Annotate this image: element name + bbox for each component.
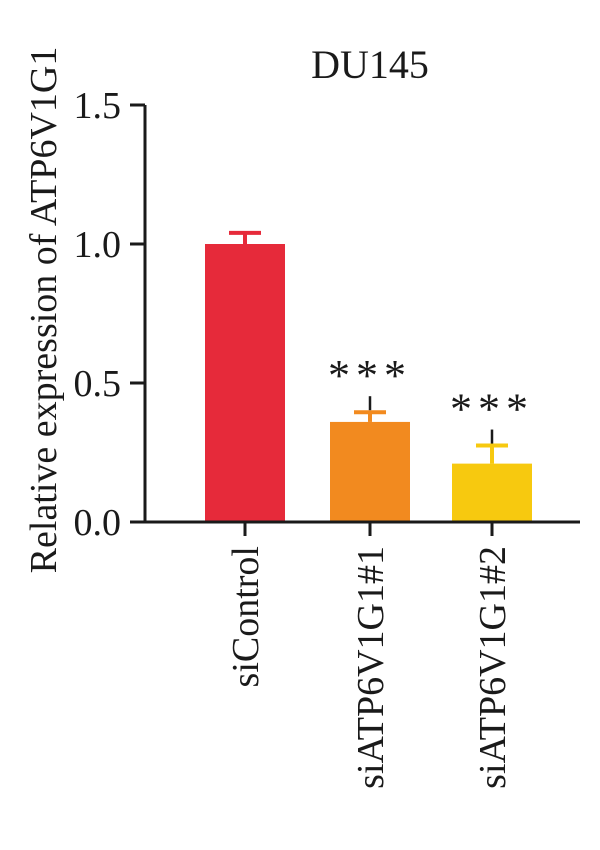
significance-label: *** xyxy=(328,351,412,400)
axes-layer: 0.0 0.5 1.0 1.5 siControl siATP6V1G1#1 siATP6V… xyxy=(74,85,580,789)
chart-title: DU145 xyxy=(311,42,429,87)
y-tick-label: 1.0 xyxy=(74,224,122,266)
x-tick-label: siControl xyxy=(225,546,267,687)
bar xyxy=(452,463,532,522)
y-axis-label: Relative expression of ATP6V1G1 xyxy=(23,47,65,574)
y-tick-label: 1.5 xyxy=(74,85,122,127)
bar xyxy=(205,244,285,522)
bars-layer: *** *** xyxy=(205,230,534,522)
x-tick-label: siATP6V1G1#2 xyxy=(472,546,514,789)
significance-label: *** xyxy=(450,385,534,434)
y-tick-label: 0.5 xyxy=(74,363,122,405)
bar xyxy=(330,421,410,522)
y-tick-label: 0.0 xyxy=(74,502,122,544)
x-tick-label: siATP6V1G1#1 xyxy=(350,546,392,789)
